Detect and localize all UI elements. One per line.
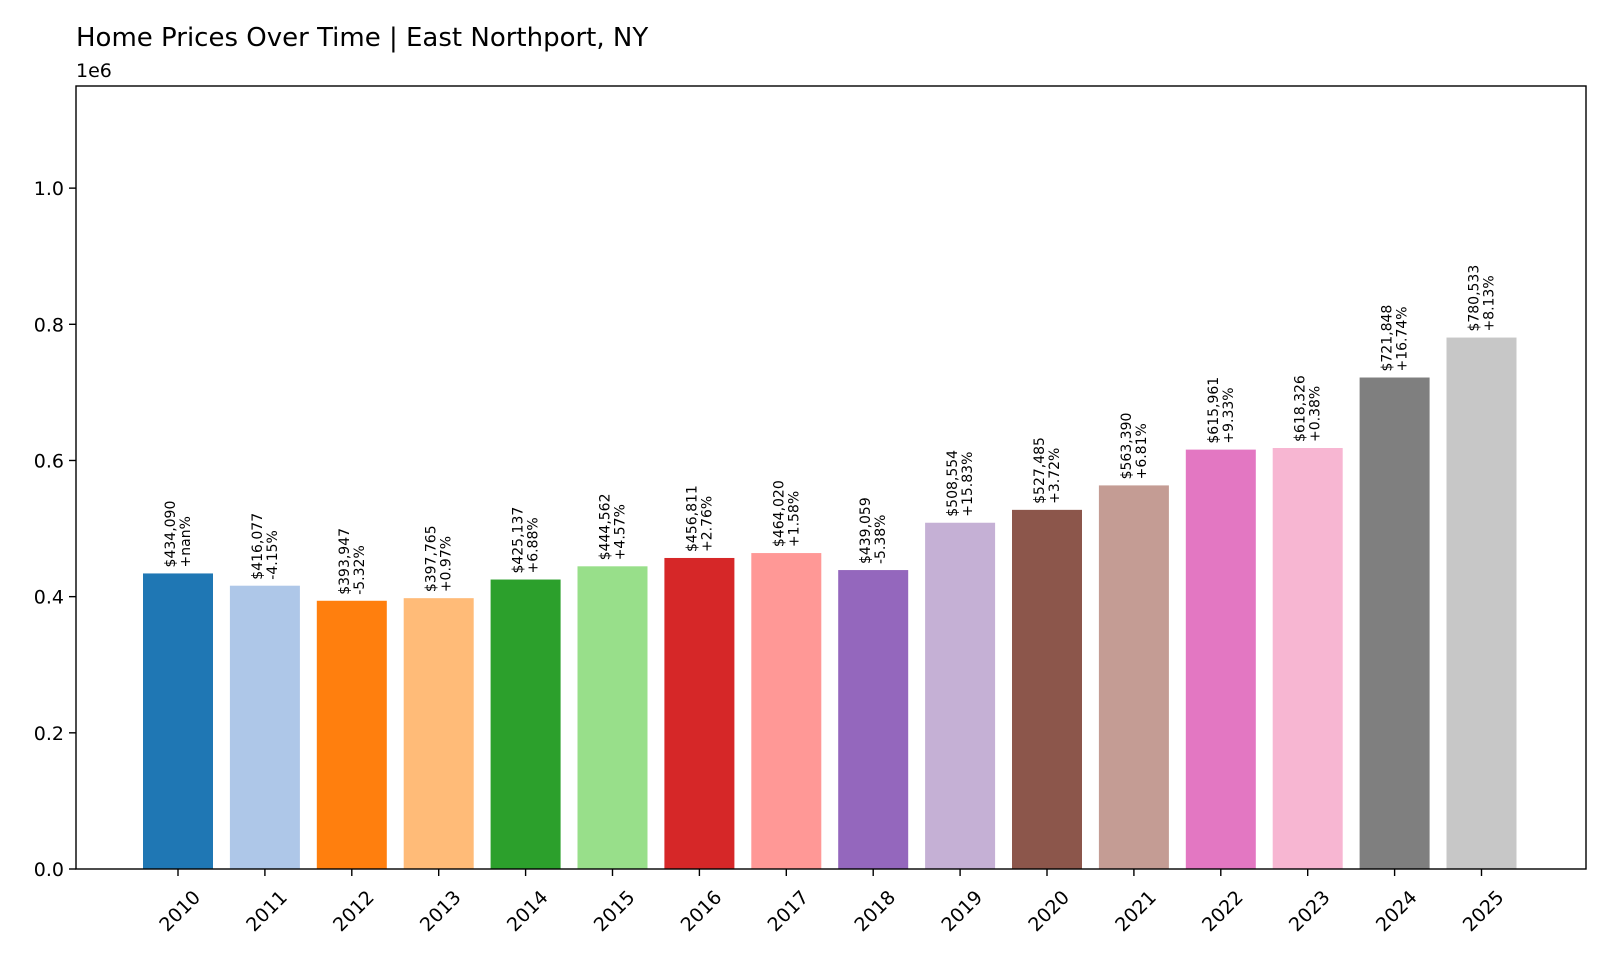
bar-2013 — [403, 598, 474, 869]
x-tick-label-2020: 2020 — [1024, 886, 1074, 936]
change-label: +6.88% — [526, 517, 542, 573]
y-tick-label-0.6: 0.6 — [34, 450, 64, 472]
bar-label-2015: $444,562+4.57% — [598, 493, 629, 560]
price-label: $780,533 — [1467, 265, 1483, 332]
bar-2012 — [316, 600, 387, 869]
bar-label-2025: $780,533+8.13% — [1467, 265, 1498, 332]
y-tick-label-0.8: 0.8 — [34, 314, 64, 336]
price-label: $425,137 — [511, 507, 527, 574]
y-axis: 0.0 0.2 0.4 0.6 0.8 1.0 — [34, 178, 76, 881]
bar-label-2013: $397,765+0.97% — [424, 525, 455, 592]
y-axis-offset-label: 1e6 — [76, 60, 112, 82]
change-label: -5.32% — [352, 545, 368, 595]
bar-label-2021: $563,390+6.81% — [1119, 413, 1150, 480]
bar-2023 — [1272, 448, 1343, 869]
bar-2020 — [1012, 509, 1082, 869]
x-tick-label-2011: 2011 — [242, 886, 292, 936]
bar-label-2012: $393,947-5.32% — [337, 528, 368, 595]
price-label: $397,765 — [424, 525, 440, 592]
change-label: +2.76% — [699, 496, 715, 552]
bar-2018 — [838, 570, 909, 869]
x-tick-label-2017: 2017 — [763, 886, 813, 936]
bar-label-2014: $425,137+6.88% — [511, 507, 542, 574]
price-label: $563,390 — [1119, 413, 1135, 480]
bar-label-2010: $434,090+nan% — [163, 501, 194, 568]
bar-label-2020: $527,485+3.72% — [1032, 437, 1063, 504]
bar-label-2024: $721,848+16.74% — [1380, 305, 1411, 372]
price-label: $508,554 — [945, 450, 961, 517]
chart-title: Home Prices Over Time | East Northport, … — [76, 23, 648, 53]
bar-2016 — [664, 557, 735, 869]
bar-2015 — [577, 566, 648, 869]
price-label: $464,020 — [771, 480, 787, 547]
price-label: $618,326 — [1293, 375, 1309, 442]
change-label: +3.72% — [1047, 448, 1063, 504]
bar-label-2022: $615,961+9.33% — [1206, 377, 1237, 444]
bar-2021 — [1098, 485, 1169, 869]
change-label: +0.97% — [439, 536, 455, 592]
price-label: $439,059 — [858, 497, 874, 564]
price-label: $444,562 — [598, 493, 614, 560]
price-label: $434,090 — [163, 501, 179, 568]
price-label: $416,077 — [250, 513, 266, 580]
x-tick-label-2023: 2023 — [1285, 886, 1335, 936]
bar-2010 — [143, 573, 213, 869]
y-tick-label-1.0: 1.0 — [34, 178, 64, 200]
change-label: +nan% — [178, 516, 194, 567]
bars-group — [143, 337, 1517, 869]
x-axis: 2010 2011 2012 2013 2014 2015 2016 2017 2018 2019… — [155, 869, 1508, 936]
bar-labels-group: $434,090+nan% $416,077-4.15% $393,947-5.32… — [163, 265, 1498, 595]
change-label: +4.57% — [613, 504, 629, 560]
price-label: $527,485 — [1032, 437, 1048, 504]
x-tick-label-2013: 2013 — [416, 886, 466, 936]
x-tick-label-2018: 2018 — [850, 886, 900, 936]
x-tick-label-2022: 2022 — [1198, 886, 1248, 936]
price-label: $393,947 — [337, 528, 353, 595]
y-tick-label-0.2: 0.2 — [34, 723, 64, 745]
price-label: $721,848 — [1380, 305, 1396, 372]
change-label: +15.83% — [960, 452, 976, 517]
price-label: $615,961 — [1206, 377, 1222, 444]
bar-label-2016: $456,811+2.76% — [684, 485, 715, 552]
bar-label-2011: $416,077-4.15% — [250, 513, 281, 580]
x-tick-label-2014: 2014 — [503, 886, 553, 936]
bar-2011 — [229, 585, 300, 869]
x-tick-label-2010: 2010 — [155, 886, 205, 936]
change-label: +0.38% — [1308, 386, 1324, 442]
bar-label-2018: $439,059-5.38% — [858, 497, 889, 564]
change-label: +6.81% — [1134, 423, 1150, 479]
bar-label-2017: $464,020+1.58% — [771, 480, 802, 547]
bar-label-2019: $508,554+15.83% — [945, 450, 976, 517]
x-tick-label-2015: 2015 — [590, 886, 640, 936]
price-label: $456,811 — [684, 485, 700, 552]
x-tick-label-2016: 2016 — [677, 886, 727, 936]
y-tick-label-0.0: 0.0 — [34, 859, 64, 881]
change-label: -5.38% — [873, 515, 889, 565]
y-tick-label-0.4: 0.4 — [34, 587, 64, 609]
change-label: +16.74% — [1395, 306, 1411, 371]
x-tick-label-2021: 2021 — [1111, 886, 1161, 936]
bar-label-2023: $618,326+0.38% — [1293, 375, 1324, 442]
plot-frame — [75, 85, 1587, 870]
change-label: -4.15% — [265, 530, 281, 580]
x-tick-label-2025: 2025 — [1459, 886, 1509, 936]
bar-2014 — [490, 579, 561, 869]
bar-2025 — [1446, 337, 1517, 869]
x-tick-label-2019: 2019 — [937, 886, 987, 936]
bar-2022 — [1185, 449, 1256, 869]
change-label: +9.33% — [1221, 387, 1237, 443]
x-tick-label-2024: 2024 — [1372, 886, 1422, 936]
bar-2017 — [751, 553, 822, 869]
change-label: +1.58% — [786, 491, 802, 547]
bar-2024 — [1359, 377, 1430, 869]
change-label: +8.13% — [1482, 275, 1498, 331]
bar-2019 — [925, 522, 996, 869]
x-tick-label-2012: 2012 — [329, 886, 379, 936]
